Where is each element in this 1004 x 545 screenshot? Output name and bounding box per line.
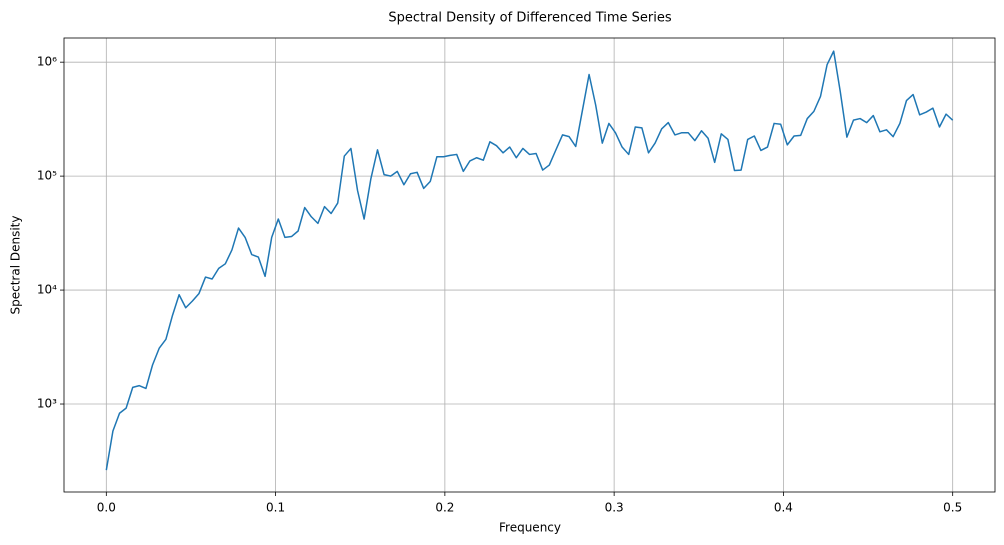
x-tick-label: 0.1 xyxy=(266,501,285,515)
y-tick-label: 10⁵ xyxy=(37,169,57,183)
y-tick-label: 10⁴ xyxy=(37,283,57,297)
x-tick-label: 0.5 xyxy=(943,501,962,515)
y-axis-label: Spectral Density xyxy=(9,216,23,315)
y-tick-label: 10³ xyxy=(37,397,57,411)
x-tick-label: 0.4 xyxy=(774,501,793,515)
data-line xyxy=(105,50,954,471)
x-tick-label: 0.2 xyxy=(435,501,454,515)
y-tick-label: 10⁶ xyxy=(37,55,57,69)
chart-title: Spectral Density of Differenced Time Ser… xyxy=(388,11,672,26)
x-tick-label: 0.3 xyxy=(605,501,624,515)
x-tick-label: 0.0 xyxy=(97,501,116,515)
x-axis-label: Frequency xyxy=(499,521,561,535)
plot-frame xyxy=(63,37,996,493)
